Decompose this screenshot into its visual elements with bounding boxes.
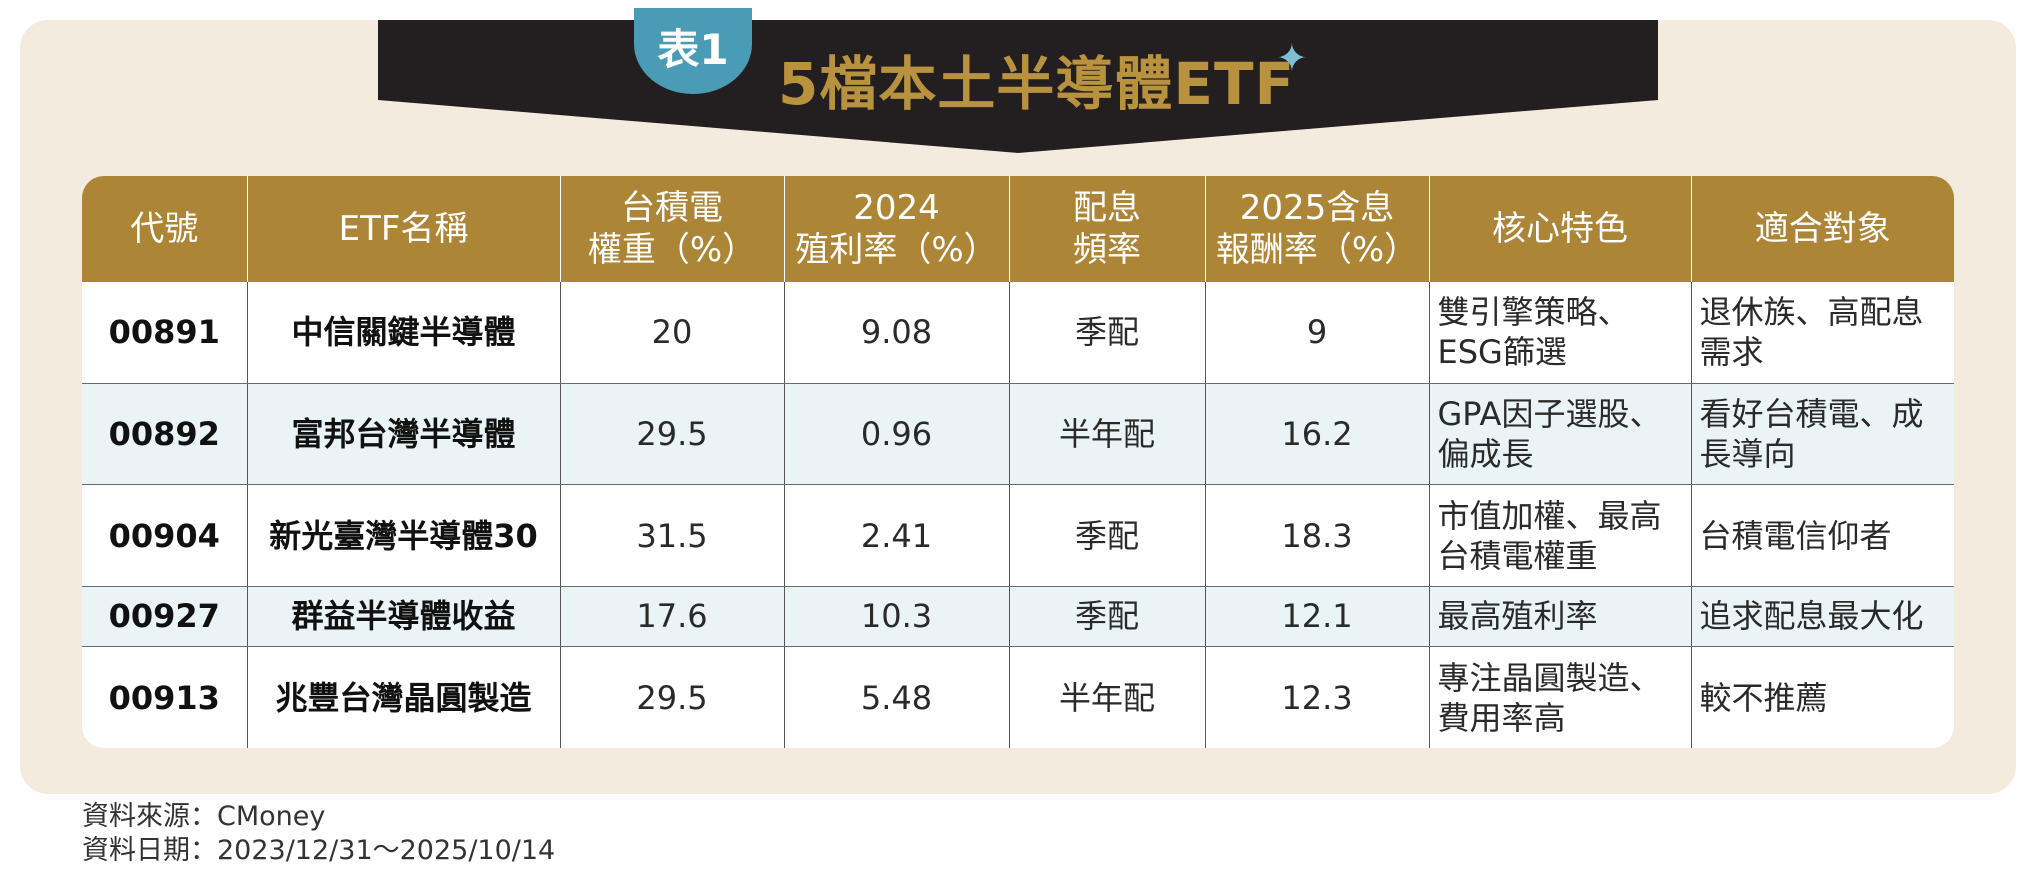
tsmc-weight-cell: 29.5: [559, 646, 784, 748]
core-feature-cell-line: 台積電權重: [1437, 536, 1598, 575]
column-header-line: 2025含息: [1239, 188, 1395, 228]
target-audience-cell: 追求配息最大化: [1690, 586, 1954, 648]
return-cell: 16.2: [1204, 383, 1429, 486]
etf-table-container: 代號 ETF名稱 台積電 權重（%） 2024 殖利率（%） 配息 頻率 2025含息 報酬率（%…: [82, 176, 1954, 748]
target-audience-cell-line: 台積電信仰者: [1699, 516, 1892, 555]
core-feature-cell: 雙引擎策略、 ESG篩選: [1428, 282, 1691, 384]
core-feature-cell-line: 專注晶圓製造、: [1437, 658, 1662, 697]
yield-cell: 10.3: [783, 586, 1009, 648]
return-cell: 12.3: [1204, 646, 1429, 748]
column-header-line: 配息: [1073, 188, 1141, 228]
sparkle-icon: ✦: [1276, 36, 1308, 80]
dividend-frequency-cell: 季配: [1008, 586, 1205, 648]
column-header: 適合對象: [1690, 176, 1954, 282]
target-audience-cell-line: 長導向: [1699, 435, 1796, 474]
etf-table: 代號 ETF名稱 台積電 權重（%） 2024 殖利率（%） 配息 頻率 2025含息 報酬率（%…: [82, 176, 1954, 748]
column-header: 代號: [82, 176, 247, 282]
header-row: 代號 ETF名稱 台積電 權重（%） 2024 殖利率（%） 配息 頻率 2025含息 報酬率（%…: [82, 176, 1954, 282]
return-cell: 9: [1204, 282, 1429, 384]
table-row: 00892 富邦台灣半導體 29.5 0.96 半年配 16.2 GPA因子選股、 偏成長 看好…: [82, 383, 1954, 486]
core-feature-cell-line: 偏成長: [1437, 435, 1534, 474]
dividend-frequency-cell: 半年配: [1008, 646, 1205, 748]
return-cell: 12.1: [1204, 586, 1429, 648]
target-audience-cell-line: 退休族、高配息: [1699, 293, 1924, 332]
table-body: 00891 中信關鍵半導體 20 9.08 季配 9 雙引擎策略、 ESG篩選 退休族、高配息需…: [82, 282, 1954, 748]
core-feature-cell: GPA因子選股、 偏成長: [1428, 383, 1691, 486]
core-feature-cell-line: ESG篩選: [1437, 333, 1567, 372]
column-header-line: 核心特色: [1492, 209, 1628, 249]
table-row: 00904 新光臺灣半導體30 31.5 2.41 季配 18.3 市值加權、最高 台積電權重…: [82, 484, 1954, 587]
etf-name-cell: 富邦台灣半導體: [246, 383, 560, 486]
column-header-line: 台積電: [621, 188, 723, 228]
etf-name-cell: 兆豐台灣晶圓製造: [246, 646, 560, 748]
tsmc-weight-cell: 17.6: [559, 586, 784, 648]
tsmc-weight-cell: 29.5: [559, 383, 784, 486]
tsmc-weight-cell: 20: [559, 282, 784, 384]
column-header: 台積電 權重（%）: [559, 176, 784, 282]
table-row: 00913 兆豐台灣晶圓製造 29.5 5.48 半年配 12.3 專注晶圓製造、 費用率高較…: [82, 646, 1954, 748]
badge-label: 表1: [657, 24, 729, 74]
etf-code-cell: 00891: [82, 282, 247, 384]
table-row: 00891 中信關鍵半導體 20 9.08 季配 9 雙引擎策略、 ESG篩選 退休族、高配息需…: [82, 282, 1954, 384]
core-feature-cell-line: 市值加權、最高: [1437, 496, 1662, 535]
target-audience-cell-line: 需求: [1699, 333, 1764, 372]
column-header-line: 報酬率（%）: [1215, 230, 1419, 270]
core-feature-cell: 最高殖利率: [1428, 586, 1691, 648]
column-header: 2024 殖利率（%）: [783, 176, 1009, 282]
page-title: 5檔本土半導體ETF: [778, 50, 1296, 118]
date-line: 資料日期：2023/12/31～2025/10/14: [82, 835, 556, 866]
etf-name-cell: 群益半導體收益: [246, 586, 560, 648]
column-header-line: 頻率: [1073, 230, 1141, 270]
core-feature-cell: 專注晶圓製造、 費用率高: [1428, 646, 1691, 748]
target-audience-cell-line: 追求配息最大化: [1699, 597, 1924, 636]
source-line: 資料來源：CMoney: [82, 801, 326, 832]
yield-cell: 9.08: [783, 282, 1009, 384]
target-audience-cell: 台積電信仰者: [1690, 484, 1954, 587]
yield-cell: 2.41: [783, 484, 1009, 587]
table-row: 00927 群益半導體收益 17.6 10.3 季配 12.1 最高殖利率 追求配息最大化: [82, 586, 1954, 648]
etf-code-cell: 00904: [82, 484, 247, 587]
core-feature-cell-line: 費用率高: [1437, 698, 1566, 737]
core-feature-cell-line: 雙引擎策略、: [1437, 293, 1630, 332]
source-note: 資料來源：CMoney 資料日期：2023/12/31～2025/10/14: [82, 800, 555, 868]
column-header: ETF名稱: [246, 176, 560, 282]
column-header-line: 殖利率（%）: [795, 230, 998, 270]
etf-code-cell: 00892: [82, 383, 247, 486]
dividend-frequency-cell: 季配: [1008, 282, 1205, 384]
column-header: 2025含息 報酬率（%）: [1204, 176, 1429, 282]
etf-code-cell: 00913: [108, 678, 220, 717]
yield-cell: 0.96: [783, 383, 1009, 486]
dividend-frequency-cell: 半年配: [1008, 383, 1205, 486]
target-audience-cell: 較不推薦: [1690, 646, 1954, 748]
core-feature-cell: 市值加權、最高 台積電權重: [1428, 484, 1691, 587]
table-number-badge: 表1: [634, 8, 752, 94]
tsmc-weight-cell: 31.5: [559, 484, 784, 587]
target-audience-cell-line: 較不推薦: [1699, 678, 1828, 717]
column-header-line: 適合對象: [1754, 209, 1891, 249]
column-header-line: 2024: [853, 188, 940, 228]
target-audience-cell: 退休族、高配息 需求: [1690, 282, 1954, 384]
etf-name-cell: 新光臺灣半導體30: [246, 484, 560, 587]
dividend-frequency-cell: 季配: [1008, 484, 1205, 587]
core-feature-cell-line: 最高殖利率: [1437, 597, 1598, 636]
column-header-line: 代號: [130, 209, 199, 249]
etf-code-cell: 00927: [82, 586, 247, 648]
etf-name-cell: 中信關鍵半導體: [246, 282, 560, 384]
yield-cell: 5.48: [783, 646, 1009, 748]
column-header-line: ETF名稱: [338, 209, 469, 249]
target-audience-cell: 看好台積電、成 長導向: [1690, 383, 1954, 486]
column-header-line: 權重（%）: [587, 230, 757, 270]
target-audience-cell-line: 看好台積電、成: [1699, 395, 1924, 434]
column-header: 核心特色: [1428, 176, 1691, 282]
return-cell: 18.3: [1204, 484, 1429, 587]
core-feature-cell-line: GPA因子選股、: [1437, 395, 1662, 434]
column-header: 配息 頻率: [1008, 176, 1205, 282]
